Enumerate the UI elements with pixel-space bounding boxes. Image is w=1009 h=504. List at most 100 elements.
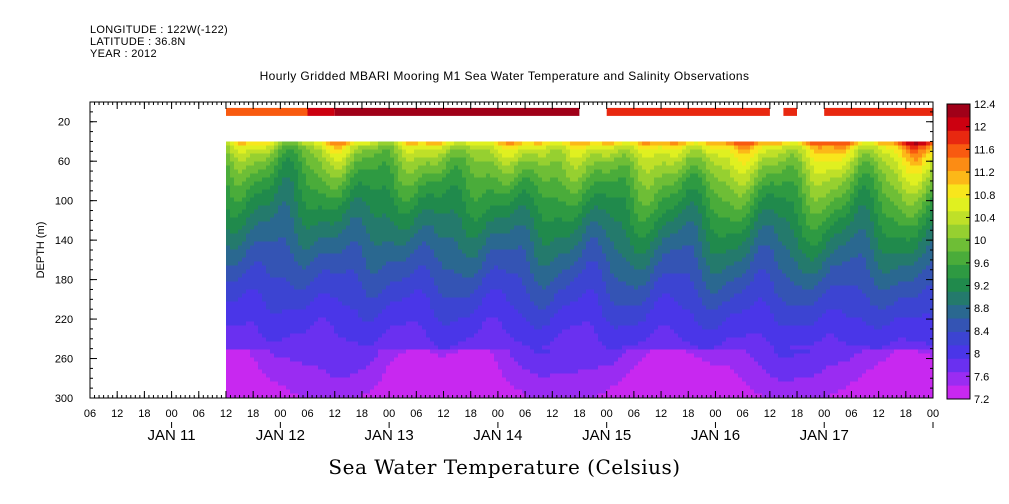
heatmap-cell — [430, 361, 435, 367]
heatmap-cell — [282, 149, 287, 155]
heatmap-cell — [426, 173, 431, 179]
heatmap-cell — [470, 389, 475, 395]
heatmap-cell — [294, 345, 299, 351]
heatmap-cell — [282, 141, 287, 147]
heatmap-cell — [258, 389, 263, 395]
heatmap-cell — [262, 329, 267, 335]
heatmap-cell — [274, 357, 279, 363]
heatmap-cell — [466, 225, 471, 231]
heatmap-cell — [426, 161, 431, 167]
heatmap-cell — [418, 297, 423, 303]
heatmap-cell — [322, 261, 327, 267]
heatmap-cell — [498, 145, 503, 151]
heatmap-cell — [506, 369, 511, 375]
heatmap-cell — [298, 357, 303, 363]
heatmap-cell — [390, 329, 395, 335]
heatmap-cell — [310, 277, 315, 283]
heatmap-cell — [390, 389, 395, 395]
heatmap-cell — [242, 321, 247, 327]
heatmap-cell — [498, 205, 503, 211]
heatmap-cell — [462, 357, 467, 363]
heatmap-cell — [238, 173, 243, 179]
heatmap-cell — [334, 209, 339, 215]
heatmap-cell — [474, 165, 479, 171]
heatmap-cell — [278, 217, 283, 223]
heatmap-cell — [418, 149, 423, 155]
heatmap-cell — [394, 197, 399, 203]
heatmap-cell — [422, 285, 427, 291]
heatmap-cell — [454, 289, 459, 295]
heatmap-cell — [530, 257, 535, 263]
heatmap-cell — [338, 329, 343, 335]
heatmap-cell — [522, 245, 527, 251]
heatmap-cell — [506, 389, 511, 395]
heatmap-cell — [230, 149, 235, 155]
heatmap-cell — [394, 173, 399, 179]
heatmap-cell — [414, 205, 419, 211]
heatmap-cell — [466, 229, 471, 235]
heatmap-cell — [282, 301, 287, 307]
heatmap-cell — [362, 325, 367, 331]
heatmap-cell — [414, 185, 419, 191]
heatmap-cell — [450, 177, 455, 183]
heatmap-cell — [386, 369, 391, 375]
heatmap-cell — [226, 333, 231, 339]
heatmap-cell — [286, 181, 291, 187]
heatmap-cell — [314, 257, 319, 263]
heatmap-cell — [318, 269, 323, 275]
heatmap-cell — [406, 233, 411, 239]
heatmap-cell — [354, 289, 359, 295]
heatmap-cell — [330, 333, 335, 339]
heatmap-cell — [282, 365, 287, 371]
heatmap-cell — [278, 341, 283, 347]
heatmap-cell — [358, 345, 363, 351]
heatmap-cell — [470, 281, 475, 287]
heatmap-cell — [434, 181, 439, 187]
heatmap-cell — [422, 277, 427, 283]
heatmap-cell — [318, 345, 323, 351]
heatmap-cell — [466, 345, 471, 351]
heatmap-cell — [298, 273, 303, 279]
heatmap-cell — [230, 365, 235, 371]
heatmap-cell — [458, 193, 463, 199]
heatmap-cell — [518, 281, 523, 287]
heatmap-cell — [370, 161, 375, 167]
heatmap-cell — [478, 209, 483, 215]
heatmap-cell — [338, 161, 343, 167]
heatmap-cell — [230, 385, 235, 391]
heatmap-cell — [478, 341, 483, 347]
heatmap-cell — [358, 189, 363, 195]
heatmap-cell — [530, 345, 535, 351]
heatmap-cell — [506, 149, 511, 155]
heatmap-cell — [238, 221, 243, 227]
heatmap-cell — [226, 341, 231, 347]
heatmap-cell — [386, 353, 391, 359]
heatmap-cell — [422, 385, 427, 391]
heatmap-cell — [382, 169, 387, 175]
heatmap-cell — [286, 169, 291, 175]
heatmap-cell — [286, 309, 291, 315]
heatmap-cell — [418, 153, 423, 159]
heatmap-cell — [318, 329, 323, 335]
heatmap-cell — [358, 281, 363, 287]
heatmap-cell — [502, 341, 507, 347]
heatmap-cell — [306, 357, 311, 363]
heatmap-cell — [278, 305, 283, 311]
heatmap-cell — [234, 149, 239, 155]
heatmap-cell — [282, 373, 287, 379]
heatmap-cell — [418, 273, 423, 279]
heatmap-cell — [354, 197, 359, 203]
heatmap-cell — [346, 333, 351, 339]
heatmap-cell — [278, 365, 283, 371]
heatmap-cell — [530, 209, 535, 215]
heatmap-cell — [430, 369, 435, 375]
heatmap-cell — [310, 353, 315, 359]
heatmap-cell — [390, 293, 395, 299]
heatmap-cell — [314, 153, 319, 159]
heatmap-cell — [358, 141, 363, 147]
heatmap-cell — [274, 353, 279, 359]
heatmap-cell — [362, 197, 367, 203]
heatmap-cell — [406, 313, 411, 319]
heatmap-cell — [442, 241, 447, 247]
heatmap-cell — [498, 149, 503, 155]
